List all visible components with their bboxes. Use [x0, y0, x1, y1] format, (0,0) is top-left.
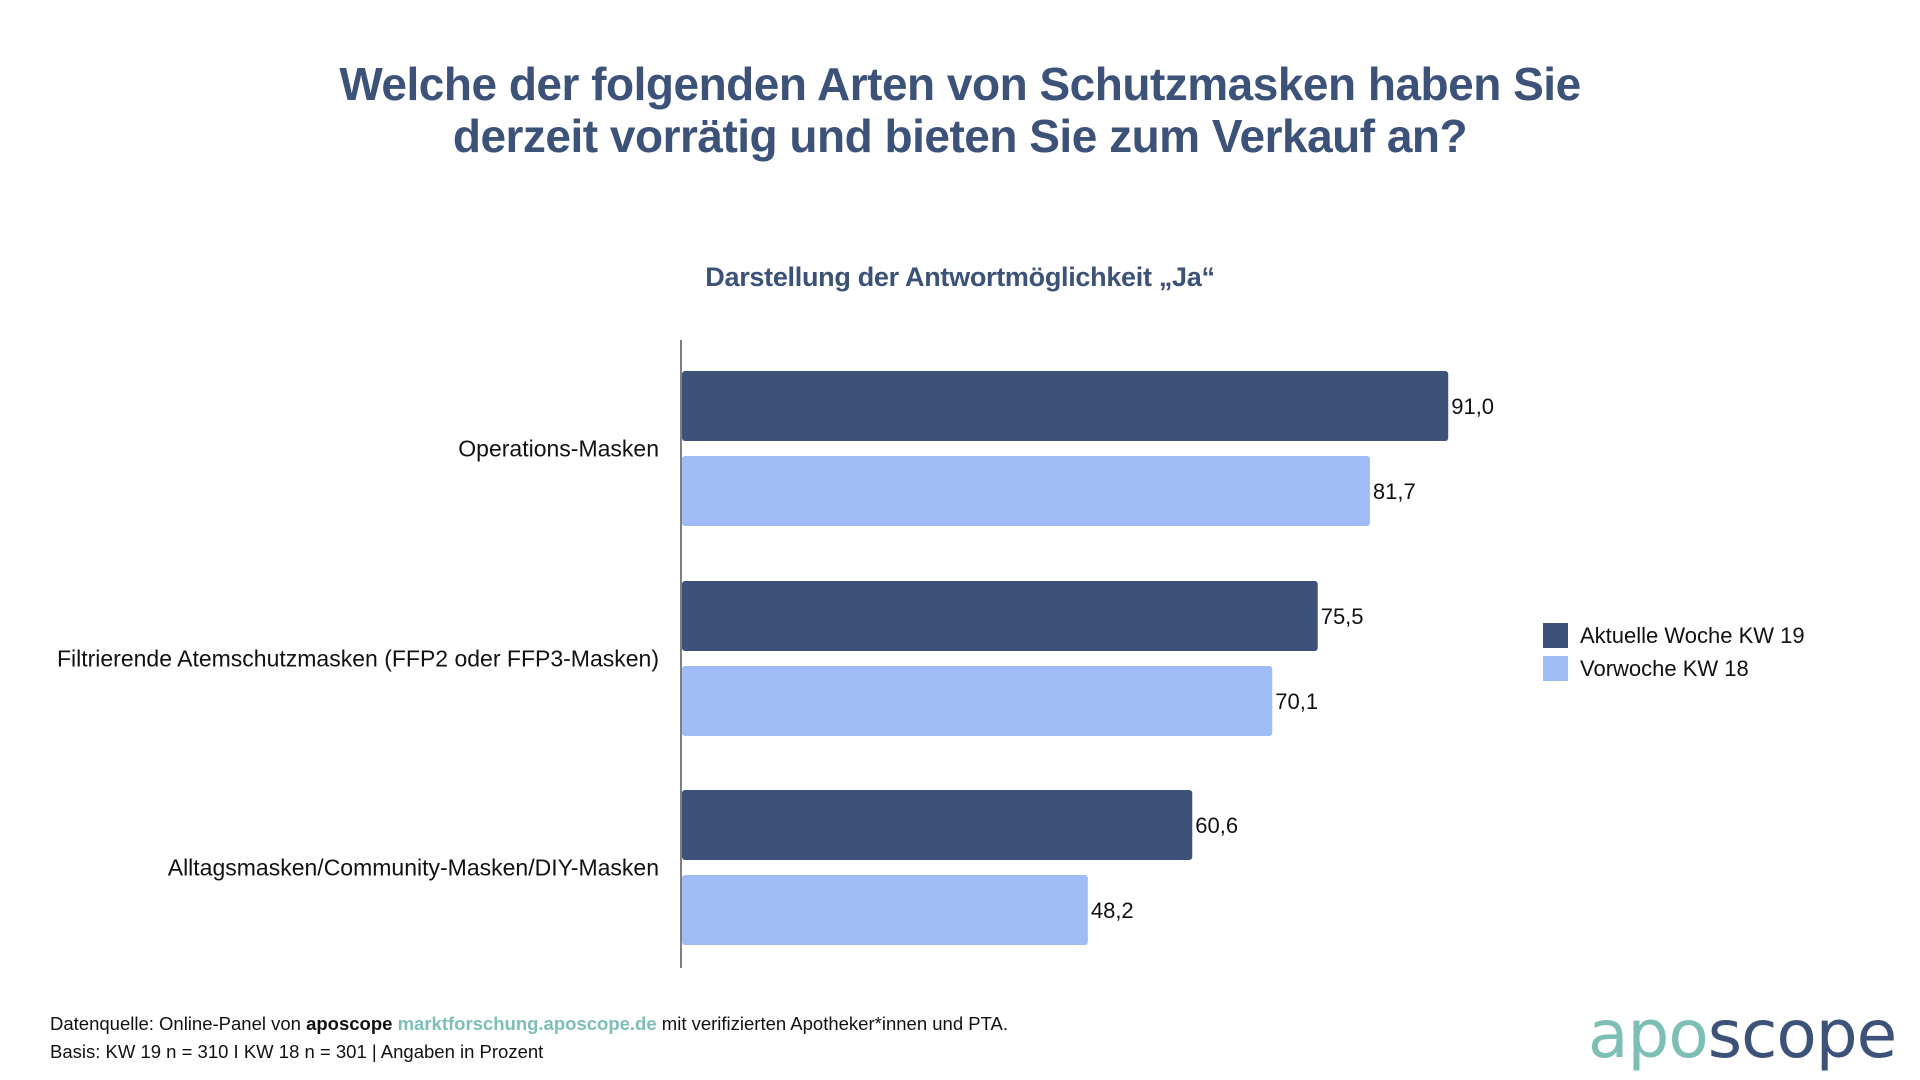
- bar-previous-week: [682, 456, 1370, 526]
- bar-current-week: [682, 581, 1318, 651]
- chart-title-line-1: Welche der folgenden Arten von Schutzmas…: [339, 58, 1581, 110]
- data-label: 60,6: [1195, 813, 1238, 838]
- bar-previous-week: [682, 666, 1273, 736]
- legend-item-previous-week: Vorwoche KW 18: [1543, 652, 1805, 685]
- source-prefix: Datenquelle: Online-Panel von: [50, 1013, 307, 1034]
- data-label: 75,5: [1321, 604, 1364, 629]
- aposcope-logo: aposcope: [1588, 996, 1898, 1073]
- bar-current-week: [682, 790, 1193, 860]
- legend-swatch-previous-week: [1543, 656, 1568, 681]
- source-brand: aposcope: [306, 1013, 393, 1034]
- bar-previous-week: [682, 875, 1088, 945]
- category-label: Operations-Masken: [458, 436, 659, 462]
- logo-part-apo: apo: [1588, 996, 1709, 1073]
- legend-label-previous-week: Vorwoche KW 18: [1580, 655, 1749, 681]
- source-link[interactable]: marktforschung.aposcope.de: [397, 1013, 657, 1034]
- legend-swatch-current-week: [1543, 623, 1568, 648]
- legend-item-current-week: Aktuelle Woche KW 19: [1543, 619, 1805, 652]
- chart-title-line-2: derzeit vorrätig und bieten Sie zum Verk…: [452, 110, 1468, 162]
- data-label: 48,2: [1091, 898, 1134, 923]
- data-source-line: Datenquelle: Online-Panel von aposcope m…: [50, 1010, 1008, 1038]
- logo-part-scope: scope: [1707, 996, 1898, 1073]
- data-label: 81,7: [1373, 479, 1416, 504]
- legend-label-current-week: Aktuelle Woche KW 19: [1580, 622, 1805, 648]
- basis-line: Basis: KW 19 n = 310 I KW 18 n = 301 | A…: [50, 1041, 544, 1062]
- footer: Datenquelle: Online-Panel von aposcope m…: [50, 1010, 1008, 1066]
- data-label: 91,0: [1451, 394, 1494, 419]
- source-suffix: mit verifizierten Apotheker*innen und PT…: [656, 1013, 1008, 1034]
- chart-title: Welche der folgenden Arten von Schutzmas…: [0, 58, 1920, 162]
- category-label: Alltagsmasken/Community-Masken/DIY-Maske…: [168, 855, 659, 881]
- data-label: 70,1: [1275, 689, 1318, 714]
- category-label: Filtrierende Atemschutzmasken (FFP2 oder…: [57, 646, 659, 672]
- legend: Aktuelle Woche KW 19 Vorwoche KW 18: [1543, 619, 1805, 685]
- chart-subtitle: Darstellung der Antwortmöglichkeit „Ja“: [705, 262, 1215, 292]
- bar-current-week: [682, 371, 1449, 441]
